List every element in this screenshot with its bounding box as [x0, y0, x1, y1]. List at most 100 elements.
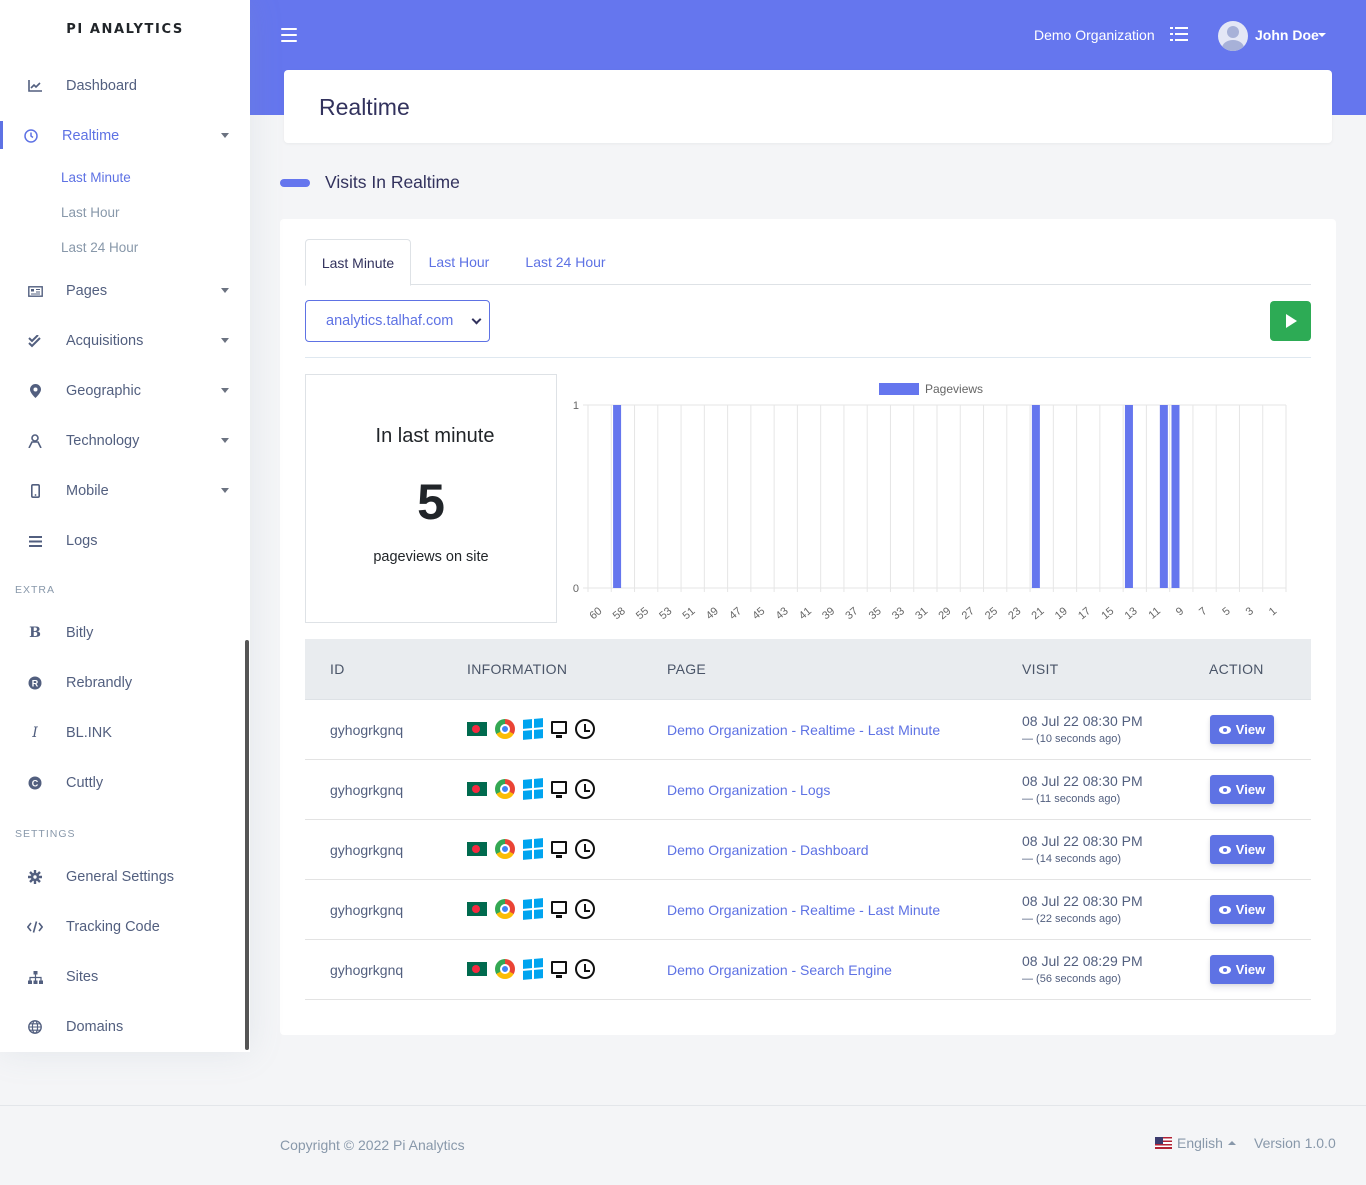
- sidebar-item-blink[interactable]: I BL.INK: [0, 713, 250, 753]
- view-button[interactable]: View: [1210, 715, 1274, 744]
- sidebar-item-label: Tracking Code: [66, 919, 160, 935]
- x-tick-label: 43: [774, 605, 791, 622]
- hamburger-menu-icon[interactable]: [281, 28, 297, 42]
- windows-icon: [523, 898, 543, 920]
- x-tick-label: 1: [1267, 605, 1279, 618]
- table-row: gyhogrkgnq Demo Organization - Dashboard 0…: [305, 820, 1311, 880]
- x-tick-label: 29: [936, 605, 953, 622]
- table-row: gyhogrkgnq Demo Organization - Realtime -…: [305, 880, 1311, 940]
- page-link[interactable]: Demo Organization - Realtime - Last Minu…: [667, 902, 941, 918]
- tab-bar: Last Minute Last Hour Last 24 Hour: [305, 239, 1311, 286]
- stat-box: In last minute 5 pageviews on site: [305, 374, 557, 623]
- bangladesh-flag-icon: [467, 722, 487, 736]
- caret-down-icon: [221, 488, 229, 493]
- avatar[interactable]: [1218, 21, 1248, 51]
- sidebar-item-realtime[interactable]: Realtime: [0, 116, 250, 156]
- visit-time: 08 Jul 22 08:30 PM: [1022, 893, 1143, 909]
- sidebar-item-logs[interactable]: Logs: [0, 521, 250, 561]
- bangladesh-flag-icon: [467, 962, 487, 976]
- sidebar-item-dashboard[interactable]: Dashboard: [0, 66, 250, 106]
- tab-last-hour[interactable]: Last Hour: [428, 254, 490, 270]
- x-tick-label: 15: [1099, 605, 1116, 622]
- sidebar-item-rebrandly[interactable]: R Rebrandly: [0, 663, 250, 703]
- view-button[interactable]: View: [1210, 835, 1274, 864]
- brand-logo[interactable]: PI ANALYTICS: [66, 21, 184, 37]
- clock-icon: [575, 899, 595, 919]
- italic-i-icon: I: [32, 725, 38, 741]
- view-label: View: [1235, 722, 1266, 737]
- chrome-icon: [495, 719, 515, 739]
- site-select-value: analytics.talhaf.com: [326, 313, 454, 329]
- clock-icon: [575, 719, 595, 739]
- windows-icon: [523, 778, 543, 800]
- column-header: PAGE: [667, 661, 707, 677]
- x-tick-label: 60: [587, 605, 604, 622]
- x-tick-label: 3: [1244, 605, 1256, 618]
- visit-id: gyhogrkgnq: [330, 782, 404, 798]
- sidebar-item-label: Pages: [66, 283, 108, 299]
- page-link[interactable]: Demo Organization - Search Engine: [667, 962, 892, 978]
- chrome-icon: [495, 959, 515, 979]
- desktop-icon: [551, 781, 567, 798]
- sidebar-item-mobile[interactable]: Mobile: [0, 471, 250, 511]
- caret-up-icon: [1227, 1141, 1236, 1145]
- tab-last-24-hour[interactable]: Last 24 Hour: [525, 254, 606, 270]
- sidebar-item-pages[interactable]: Pages: [0, 271, 250, 311]
- visit-ago: — (56 seconds ago): [1022, 973, 1122, 985]
- clock-icon: [575, 779, 595, 799]
- x-tick-label: 51: [681, 605, 698, 622]
- tab-last-minute[interactable]: Last Minute: [305, 239, 411, 286]
- x-tick-label: 11: [1146, 605, 1162, 622]
- sidebar-item-bitly[interactable]: B Bitly: [0, 613, 250, 653]
- sidebar-item-acquisitions[interactable]: Acquisitions: [0, 321, 250, 361]
- organization-name[interactable]: Demo Organization: [1034, 27, 1155, 43]
- sidebar-item-geographic[interactable]: Geographic: [0, 371, 250, 411]
- x-tick-label: 5: [1220, 605, 1232, 618]
- sidebar-item-domains[interactable]: Domains: [0, 1007, 250, 1047]
- visit-id: gyhogrkgnq: [330, 962, 404, 978]
- page-link[interactable]: Demo Organization - Dashboard: [667, 842, 869, 858]
- column-header: VISIT: [1022, 661, 1059, 677]
- play-button[interactable]: [1270, 301, 1311, 341]
- eye-icon: [1218, 845, 1231, 854]
- bangladesh-flag-icon: [467, 842, 487, 856]
- visit-time: 08 Jul 22 08:29 PM: [1022, 953, 1143, 969]
- sub-item-last-24-hour[interactable]: Last 24 Hour: [61, 240, 139, 255]
- sidebar-item-label: Acquisitions: [66, 333, 144, 349]
- x-tick-label: 33: [890, 605, 907, 622]
- view-button[interactable]: View: [1210, 955, 1274, 984]
- sidebar-item-label: Sites: [66, 969, 99, 985]
- section-heading-settings: SETTINGS: [15, 828, 76, 840]
- us-flag-icon: [1155, 1137, 1172, 1149]
- sub-item-last-hour[interactable]: Last Hour: [61, 205, 120, 220]
- language-selector[interactable]: English: [1155, 1135, 1236, 1151]
- map-pin-icon: [26, 382, 44, 400]
- sidebar-item-cuttly[interactable]: C Cuttly: [0, 763, 250, 803]
- view-button[interactable]: View: [1210, 775, 1274, 804]
- sitemap-icon: [26, 968, 44, 986]
- page-link[interactable]: Demo Organization - Realtime - Last Minu…: [667, 722, 941, 738]
- page-link[interactable]: Demo Organization - Logs: [667, 782, 831, 798]
- active-indicator: [0, 121, 3, 149]
- svg-text:R: R: [32, 679, 39, 689]
- globe-icon: [26, 1018, 44, 1036]
- caret-down-icon: [221, 438, 229, 443]
- chart-line-icon: [26, 77, 44, 95]
- pageviews-chart: 0 1 60 58 55 53 51 49 47 45 43 41 39 37 35 33 31 29 27 25 23…: [563, 374, 1296, 624]
- view-button[interactable]: View: [1210, 895, 1274, 924]
- x-tick-label: 35: [867, 605, 884, 622]
- sub-item-last-minute[interactable]: Last Minute: [61, 170, 131, 185]
- sidebar-scrollbar[interactable]: [245, 640, 249, 1050]
- site-select[interactable]: analytics.talhaf.com: [305, 300, 490, 342]
- visit-info: [467, 718, 595, 740]
- user-menu[interactable]: John Doe: [1255, 27, 1319, 43]
- organization-list-icon[interactable]: [1170, 27, 1188, 43]
- sidebar-item-general-settings[interactable]: General Settings: [0, 857, 250, 897]
- sidebar-item-tracking-code[interactable]: Tracking Code: [0, 907, 250, 947]
- sidebar-item-sites[interactable]: Sites: [0, 957, 250, 997]
- x-tick-label: 47: [727, 605, 744, 622]
- caret-down-icon: [221, 338, 229, 343]
- sidebar-item-technology[interactable]: Technology: [0, 421, 250, 461]
- code-icon: [26, 918, 44, 936]
